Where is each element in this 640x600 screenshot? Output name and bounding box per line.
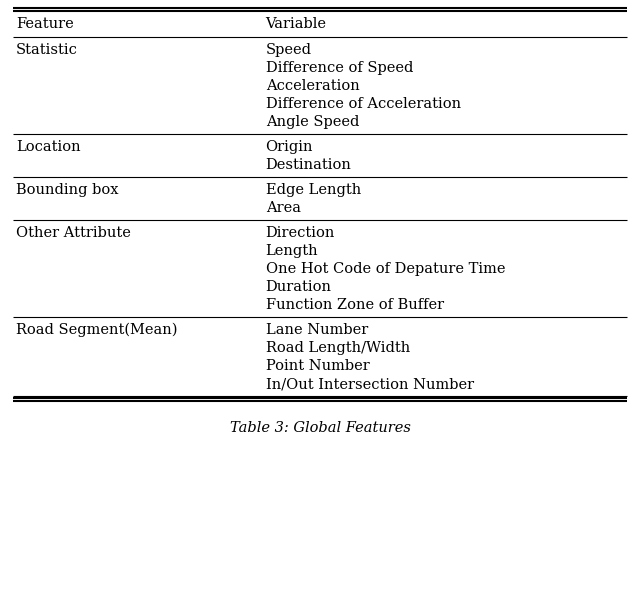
Text: Road Length/Width: Road Length/Width	[266, 341, 410, 355]
Text: Difference of Acceleration: Difference of Acceleration	[266, 97, 461, 111]
Text: Location: Location	[16, 140, 81, 154]
Text: Length: Length	[266, 244, 318, 258]
Text: Angle Speed: Angle Speed	[266, 115, 359, 129]
Text: Difference of Speed: Difference of Speed	[266, 61, 413, 75]
Text: Other Attribute: Other Attribute	[16, 226, 131, 240]
Text: Speed: Speed	[266, 43, 312, 57]
Text: One Hot Code of Depature Time: One Hot Code of Depature Time	[266, 262, 505, 276]
Text: Edge Length: Edge Length	[266, 183, 361, 197]
Text: Area: Area	[266, 201, 301, 215]
Text: Point Number: Point Number	[266, 359, 369, 373]
Text: Table 3: Global Features: Table 3: Global Features	[230, 421, 410, 435]
Text: In/Out Intersection Number: In/Out Intersection Number	[266, 377, 474, 391]
Text: Acceleration: Acceleration	[266, 79, 359, 93]
Text: Road Segment(Mean): Road Segment(Mean)	[16, 323, 177, 337]
Text: Destination: Destination	[266, 158, 351, 172]
Text: Statistic: Statistic	[16, 43, 78, 57]
Text: Lane Number: Lane Number	[266, 323, 368, 337]
Text: Direction: Direction	[266, 226, 335, 240]
Text: Duration: Duration	[266, 280, 332, 294]
Text: Origin: Origin	[266, 140, 313, 154]
Text: Bounding box: Bounding box	[16, 183, 118, 197]
Text: Feature: Feature	[16, 17, 74, 31]
Text: Function Zone of Buffer: Function Zone of Buffer	[266, 298, 444, 312]
Text: Variable: Variable	[266, 17, 326, 31]
